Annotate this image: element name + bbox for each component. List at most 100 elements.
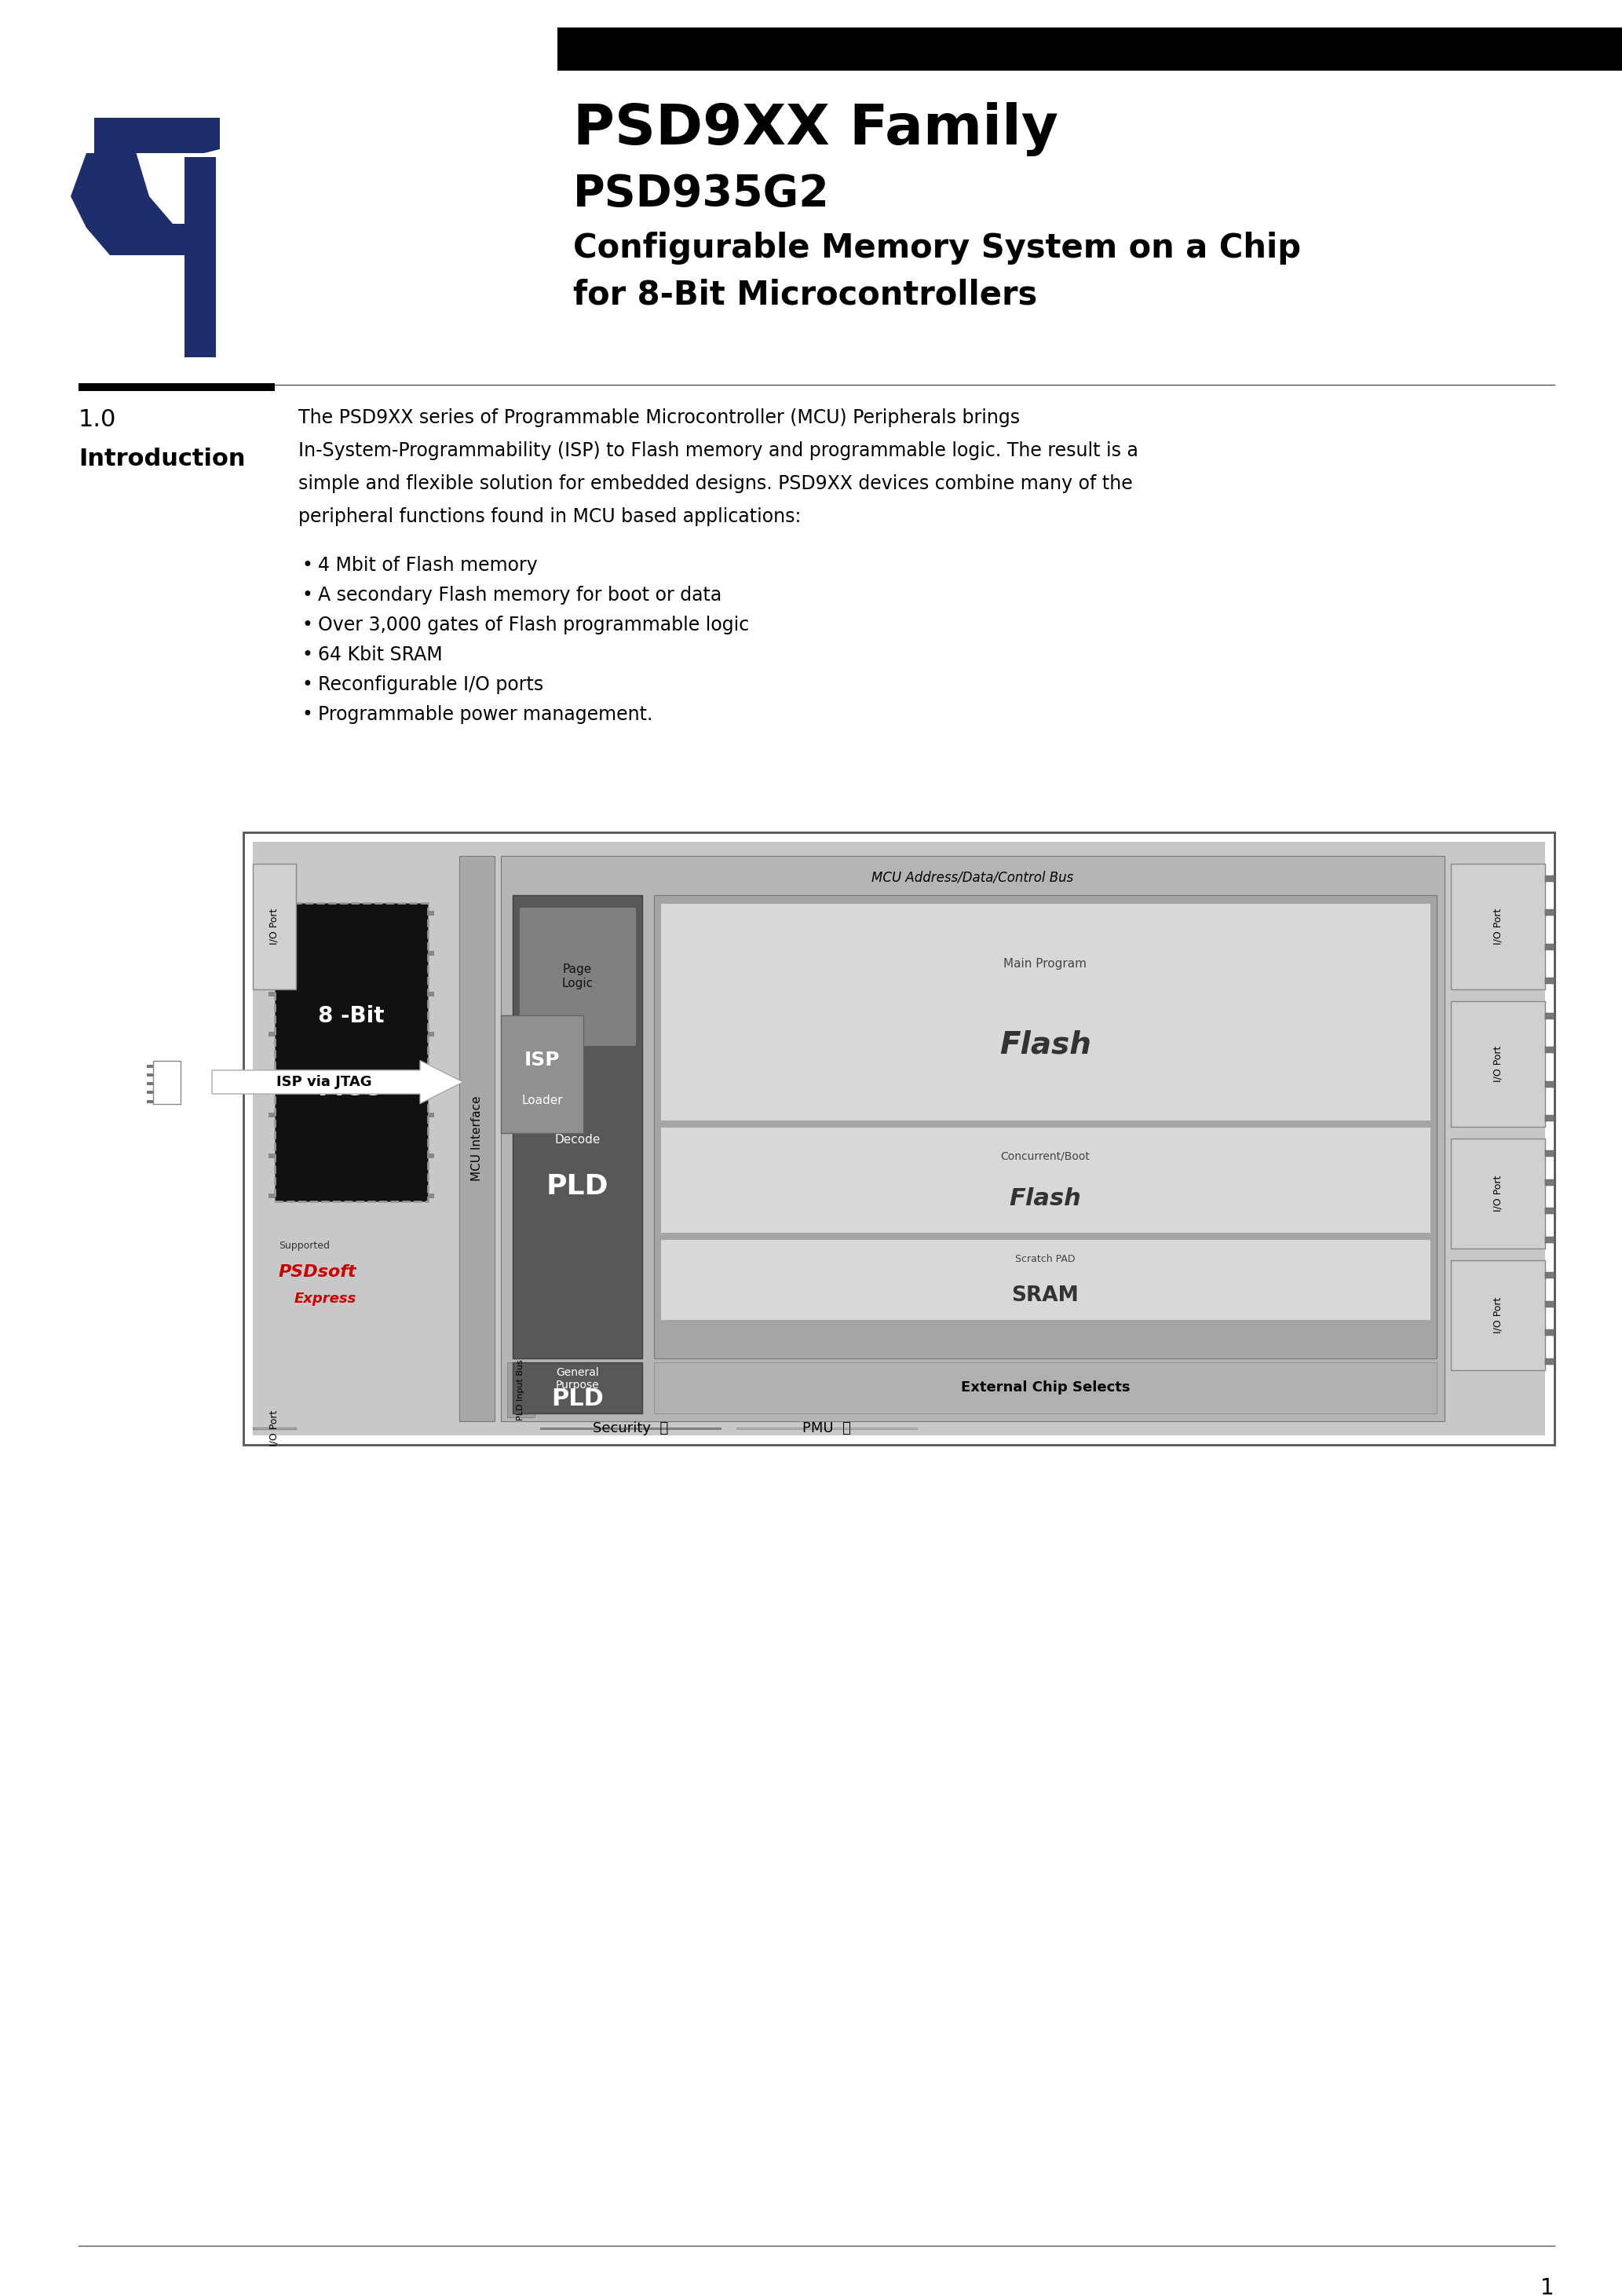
Bar	[269, 1031, 274, 1038]
Bar	[1546, 1013, 1554, 1019]
Text: 8 -Bit: 8 -Bit	[318, 1006, 384, 1026]
Bar	[428, 1114, 435, 1118]
Bar	[152, 1061, 180, 1104]
Bar	[501, 856, 1445, 1421]
Bar	[660, 1240, 1431, 1320]
Bar	[269, 992, 274, 996]
Text: Over 3,000 gates of Flash programmable logic: Over 3,000 gates of Flash programmable l…	[318, 615, 749, 634]
Bar	[654, 895, 1437, 1359]
Bar	[269, 1114, 274, 1118]
Text: Concurrent/Boot: Concurrent/Boot	[1001, 1150, 1090, 1162]
Polygon shape	[185, 156, 216, 358]
Text: MCU Address/Data/Control Bus: MCU Address/Data/Control Bus	[871, 870, 1074, 884]
Bar	[501, 1015, 584, 1134]
Text: •: •	[302, 645, 313, 664]
Text: 1: 1	[1541, 2278, 1554, 2296]
Text: peripheral functions found in MCU based applications:: peripheral functions found in MCU based …	[298, 507, 801, 526]
Bar	[1546, 1329, 1554, 1336]
Text: A secondary Flash memory for boot or data: A secondary Flash memory for boot or dat…	[318, 585, 722, 604]
Text: Reconfigurable I/O ports: Reconfigurable I/O ports	[318, 675, 543, 693]
Bar	[148, 1100, 152, 1102]
Bar	[428, 912, 435, 916]
Text: Decode: Decode	[555, 1134, 600, 1146]
Bar	[253, 843, 1546, 1435]
Bar	[1546, 1081, 1554, 1088]
Text: PSD935G2: PSD935G2	[573, 172, 830, 216]
Text: •: •	[302, 615, 313, 634]
Text: simple and flexible solution for embedded designs. PSD9XX devices combine many o: simple and flexible solution for embedde…	[298, 475, 1132, 494]
Bar	[269, 1194, 274, 1199]
Text: Page
Logic: Page Logic	[561, 964, 594, 990]
Bar	[428, 992, 435, 996]
Text: PLD: PLD	[551, 1387, 603, 1410]
Bar	[1450, 1139, 1546, 1249]
Text: •: •	[302, 556, 313, 574]
Bar	[148, 1065, 152, 1068]
Bar	[1546, 1272, 1554, 1279]
Polygon shape	[94, 117, 221, 154]
Bar	[78, 383, 274, 390]
Bar	[148, 1081, 152, 1086]
Text: •: •	[302, 585, 313, 604]
Bar	[243, 833, 1554, 1444]
Text: External Chip Selects: External Chip Selects	[960, 1380, 1131, 1396]
Bar	[459, 856, 495, 1421]
Text: I/O Port: I/O Port	[1492, 1176, 1504, 1212]
Bar	[269, 1072, 274, 1077]
Bar	[513, 1362, 642, 1414]
Text: 1.0: 1.0	[78, 409, 117, 432]
Bar	[253, 863, 295, 990]
Bar	[274, 902, 428, 1201]
Text: I/O Port: I/O Port	[1492, 1297, 1504, 1334]
Bar	[1546, 1208, 1554, 1215]
Text: SRAM: SRAM	[1012, 1286, 1079, 1306]
Bar	[428, 1194, 435, 1199]
Text: MCU: MCU	[318, 1075, 384, 1102]
Text: PSD9XX Family: PSD9XX Family	[573, 101, 1058, 156]
Text: PLD Input Bus: PLD Input Bus	[517, 1359, 526, 1421]
Text: ISP via JTAG: ISP via JTAG	[276, 1075, 371, 1088]
Bar	[428, 1153, 435, 1157]
Text: Main Program: Main Program	[1004, 957, 1087, 969]
Bar	[428, 1031, 435, 1038]
Text: The PSD9XX series of Programmable Microcontroller (MCU) Peripherals brings: The PSD9XX series of Programmable Microc…	[298, 409, 1020, 427]
Text: I/O Port: I/O Port	[1492, 1045, 1504, 1081]
Bar	[428, 1072, 435, 1077]
Bar	[1546, 1116, 1554, 1120]
Polygon shape	[71, 117, 204, 255]
Bar	[1546, 875, 1554, 882]
Bar	[660, 1127, 1431, 1233]
Bar	[660, 902, 1431, 1120]
Bar	[1450, 863, 1546, 990]
Text: 4 Mbit of Flash memory: 4 Mbit of Flash memory	[318, 556, 537, 574]
Text: In-System-Programmability (ISP) to Flash memory and programmable logic. The resu: In-System-Programmability (ISP) to Flash…	[298, 441, 1139, 459]
Bar	[148, 1091, 152, 1093]
Text: I/O Port: I/O Port	[1492, 909, 1504, 944]
Bar	[1546, 1359, 1554, 1364]
Text: Configurable Memory System on a Chip: Configurable Memory System on a Chip	[573, 232, 1301, 264]
Text: 64 Kbit SRAM: 64 Kbit SRAM	[318, 645, 443, 664]
Text: General
Purpose: General Purpose	[556, 1366, 599, 1391]
Text: Supported: Supported	[279, 1240, 329, 1251]
Bar	[508, 1362, 535, 1417]
Bar	[1546, 1150, 1554, 1157]
Text: I/O Port: I/O Port	[269, 1410, 279, 1446]
Text: •: •	[302, 675, 313, 693]
Text: MCU Interface: MCU Interface	[470, 1095, 483, 1180]
Bar	[519, 907, 636, 1047]
Bar	[1546, 1238, 1554, 1242]
Text: for 8-Bit Microcontrollers: for 8-Bit Microcontrollers	[573, 278, 1038, 312]
Bar	[1546, 909, 1554, 916]
Polygon shape	[212, 1061, 464, 1104]
Bar	[1546, 944, 1554, 951]
Text: Flash: Flash	[999, 1029, 1092, 1058]
Bar	[558, 28, 1622, 71]
Text: PMU  🔒: PMU 🔒	[803, 1421, 852, 1435]
Bar	[148, 1072, 152, 1077]
Bar	[1546, 1180, 1554, 1185]
Bar	[269, 1153, 274, 1157]
Text: Loader: Loader	[521, 1095, 563, 1107]
Bar	[1546, 978, 1554, 985]
Text: ISP: ISP	[524, 1052, 560, 1070]
Text: Security  🔒: Security 🔒	[592, 1421, 668, 1435]
